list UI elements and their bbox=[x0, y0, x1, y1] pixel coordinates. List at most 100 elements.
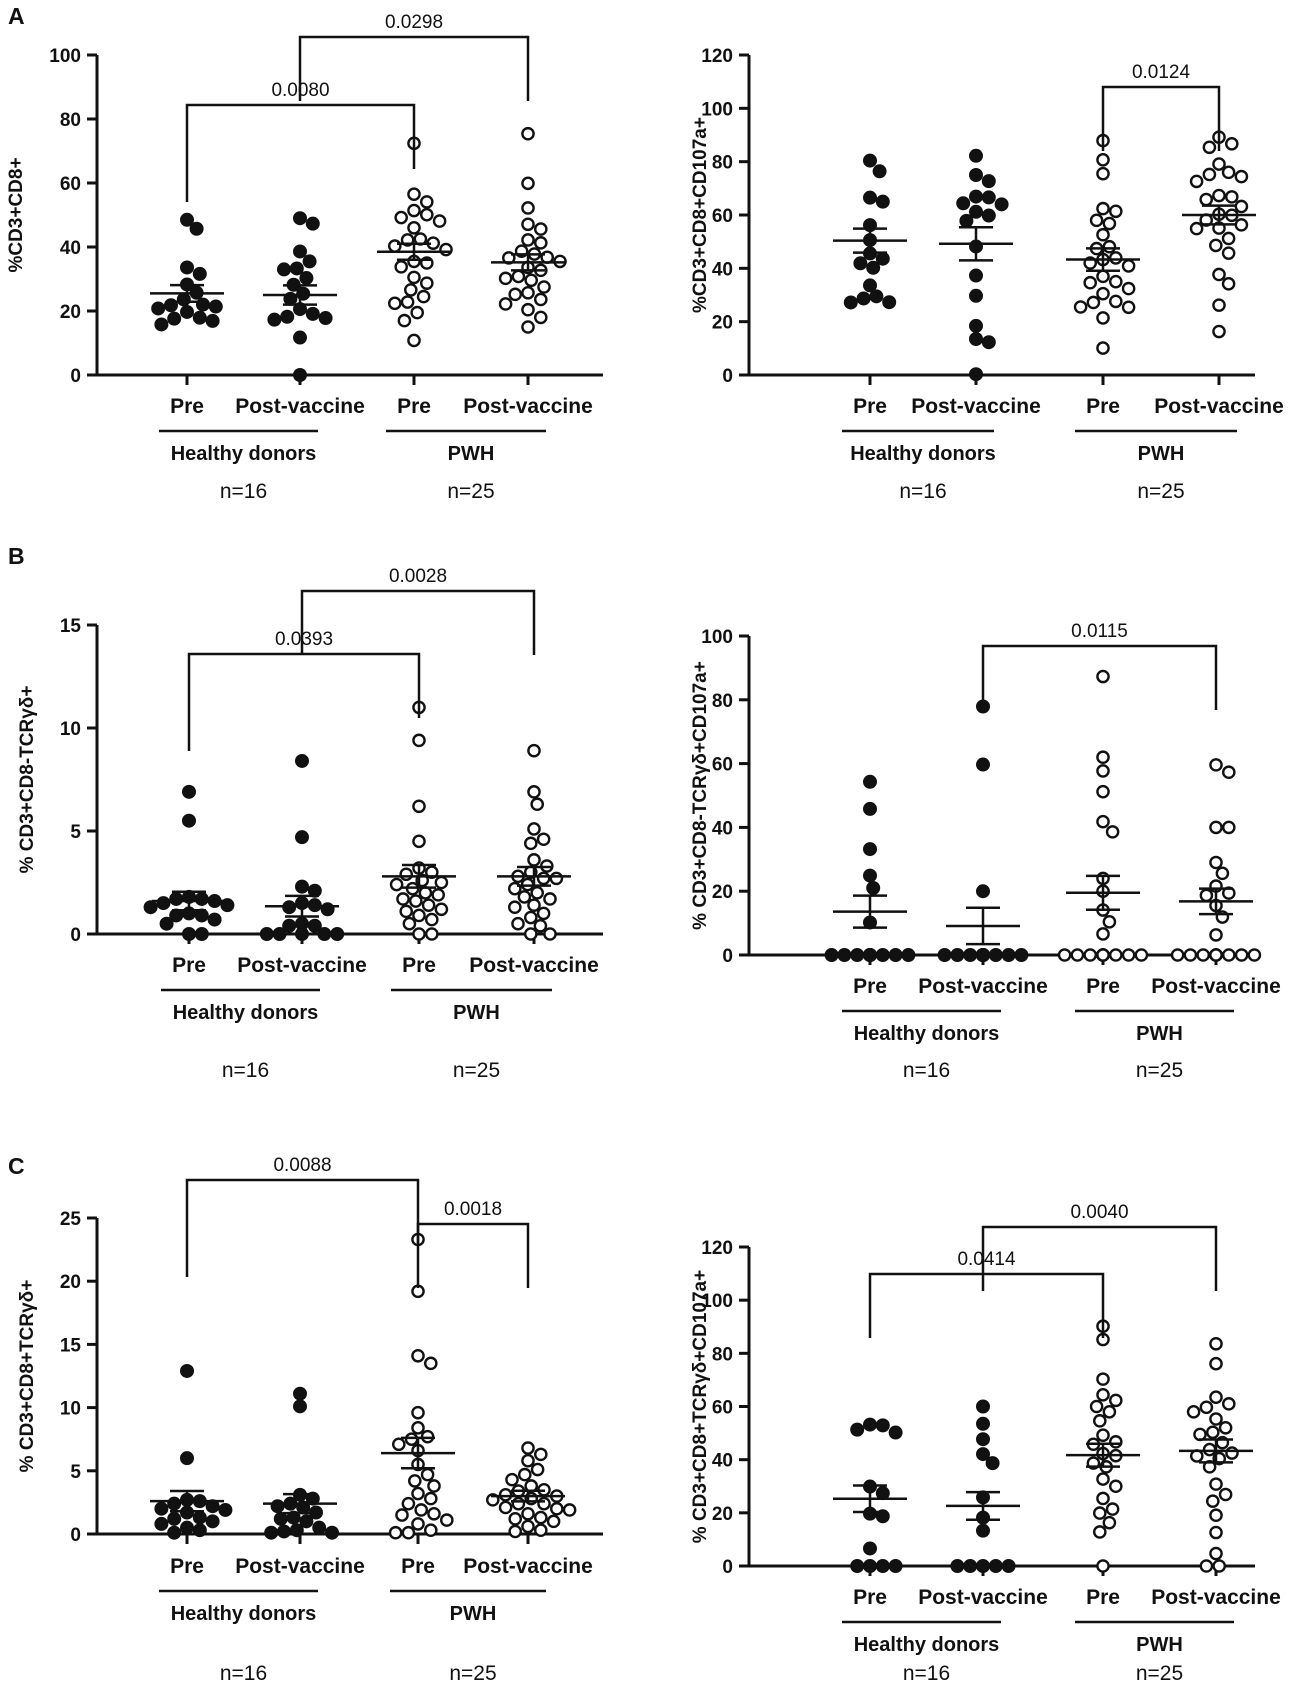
data-point bbox=[1212, 188, 1226, 203]
data-point bbox=[1189, 221, 1204, 236]
data-point bbox=[1096, 1388, 1110, 1402]
data-point bbox=[402, 916, 417, 931]
data-point bbox=[424, 912, 439, 927]
data-point bbox=[875, 1559, 890, 1573]
data-point bbox=[1096, 1559, 1110, 1573]
data-point bbox=[407, 1474, 422, 1488]
category-label: Post-vaccine bbox=[235, 395, 365, 418]
data-point bbox=[423, 1356, 438, 1371]
data-point bbox=[950, 948, 965, 962]
data-point bbox=[521, 217, 535, 232]
data-point bbox=[427, 1479, 441, 1493]
data-point bbox=[508, 287, 523, 302]
data-point bbox=[388, 1525, 403, 1540]
y-tick-label: 20 bbox=[712, 1504, 733, 1525]
data-point bbox=[546, 1514, 561, 1529]
group-n-label: n=16 bbox=[903, 1059, 950, 1082]
data-point bbox=[534, 1510, 548, 1525]
data-point bbox=[1222, 948, 1236, 962]
data-point bbox=[1121, 281, 1136, 296]
data-point bbox=[1096, 948, 1110, 962]
y-tick-label: 40 bbox=[60, 238, 81, 259]
data-point bbox=[1102, 239, 1117, 254]
data-point bbox=[151, 301, 166, 316]
significance-bracket bbox=[185, 1178, 420, 1277]
y-tick-label: 100 bbox=[701, 627, 733, 648]
data-point bbox=[192, 266, 207, 281]
data-point bbox=[205, 313, 220, 328]
data-point bbox=[530, 1462, 545, 1477]
data-point bbox=[412, 799, 426, 814]
data-point bbox=[521, 302, 535, 317]
significance-bracket bbox=[187, 652, 421, 751]
chart-b-right: 0 20 40 60 80 100 Pre Post-vaccine Pre Post-vacci… bbox=[690, 621, 1281, 1082]
data-point bbox=[507, 900, 522, 915]
y-tick-label: 0 bbox=[70, 1525, 81, 1546]
data-point bbox=[1212, 298, 1226, 312]
data-point bbox=[259, 927, 274, 941]
data-point bbox=[549, 871, 564, 886]
data-point bbox=[180, 304, 194, 319]
data-point bbox=[863, 948, 877, 962]
y-tick-label: 60 bbox=[712, 206, 733, 227]
p-value-label: 0.0018 bbox=[444, 1199, 502, 1220]
data-point bbox=[521, 1453, 535, 1468]
data-point bbox=[431, 888, 446, 902]
data-point bbox=[869, 289, 884, 304]
data-point bbox=[389, 877, 404, 892]
data-point bbox=[416, 289, 431, 304]
y-tick-label: 40 bbox=[712, 1451, 733, 1472]
data-point bbox=[988, 948, 1003, 962]
data-point bbox=[176, 292, 191, 307]
data-point bbox=[289, 261, 304, 276]
category-label: Post-vaccine bbox=[1151, 1586, 1281, 1609]
data-point bbox=[863, 153, 877, 168]
data-point bbox=[969, 367, 983, 382]
data-point bbox=[270, 1499, 285, 1514]
data-point bbox=[1209, 1546, 1223, 1561]
data-point bbox=[432, 214, 447, 228]
data-point bbox=[872, 164, 887, 179]
data-point bbox=[530, 797, 545, 812]
category-label: Pre bbox=[1086, 395, 1120, 418]
data-point bbox=[293, 330, 307, 345]
data-point bbox=[1134, 948, 1149, 962]
data-point bbox=[963, 948, 978, 962]
data-point bbox=[537, 280, 551, 294]
data-point bbox=[394, 210, 409, 225]
data-point bbox=[562, 1503, 577, 1517]
data-point bbox=[1234, 169, 1249, 184]
chart-a-right: 0 20 40 60 80 100 120 Pre Post-vaccine Pre Post-va… bbox=[690, 46, 1284, 503]
data-point bbox=[1070, 948, 1085, 962]
data-point bbox=[1121, 300, 1136, 315]
data-point bbox=[521, 1519, 535, 1534]
p-value-label: 0.0028 bbox=[389, 566, 447, 587]
data-point bbox=[412, 733, 426, 748]
y-tick-label: 15 bbox=[60, 1335, 82, 1356]
data-point bbox=[401, 1525, 416, 1540]
data-point bbox=[192, 1510, 207, 1525]
category-label: Pre bbox=[853, 975, 887, 998]
data-point bbox=[994, 197, 1009, 212]
data-point bbox=[1221, 246, 1236, 260]
data-point bbox=[1102, 1515, 1117, 1530]
data-point bbox=[824, 948, 839, 962]
data-point bbox=[1199, 1400, 1214, 1415]
data-point bbox=[1102, 216, 1117, 231]
data-point bbox=[182, 813, 196, 828]
data-point bbox=[289, 1523, 304, 1538]
data-point bbox=[511, 269, 526, 284]
data-point bbox=[527, 743, 541, 758]
data-point bbox=[391, 1437, 406, 1452]
data-point bbox=[282, 918, 297, 933]
data-point bbox=[534, 310, 548, 325]
data-point bbox=[182, 784, 196, 799]
data-point bbox=[293, 211, 307, 226]
p-value-label: 0.0124 bbox=[1132, 62, 1191, 83]
data-point bbox=[169, 891, 184, 906]
data-point bbox=[192, 310, 207, 325]
data-point bbox=[1096, 1428, 1110, 1443]
group-n-label: n=16 bbox=[222, 1059, 269, 1082]
data-point bbox=[1096, 1472, 1110, 1486]
y-tick-label: 10 bbox=[60, 719, 81, 740]
